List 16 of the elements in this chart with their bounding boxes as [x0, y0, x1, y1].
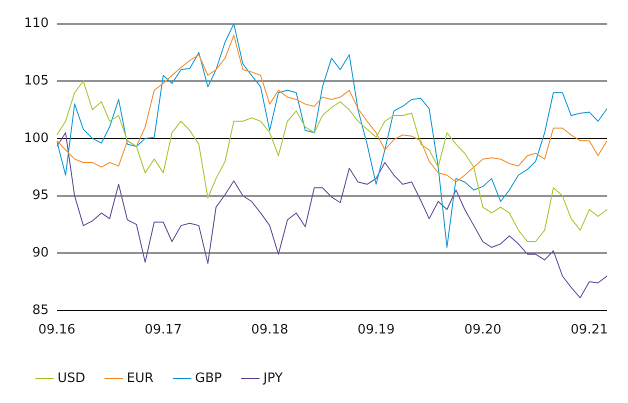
- legend-label: EUR: [126, 370, 154, 386]
- y-tick-label: 85: [32, 302, 49, 318]
- x-tick-label: 09.19: [358, 322, 395, 338]
- y-tick-label: 100: [24, 130, 49, 146]
- x-tick-label: 09.20: [464, 322, 502, 338]
- y-tick-label: 90: [32, 245, 49, 260]
- x-tick-label: 09.17: [144, 322, 182, 338]
- legend-label: USD: [58, 370, 86, 386]
- y-tick-label: 110: [24, 16, 49, 32]
- y-tick-label: 105: [24, 73, 49, 88]
- x-tick-label: 09.16: [38, 322, 76, 338]
- y-tick-label: 95: [32, 188, 49, 204]
- legend-label: JPY: [262, 370, 283, 386]
- legend-label: GBP: [195, 370, 222, 386]
- x-tick-label: 09.18: [251, 322, 288, 338]
- x-tick-label: 09.21: [570, 322, 608, 338]
